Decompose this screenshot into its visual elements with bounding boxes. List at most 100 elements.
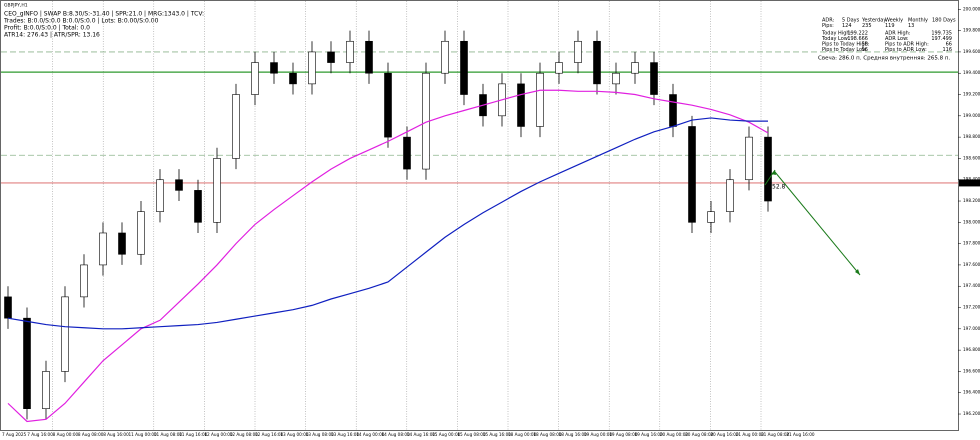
candle-body: [4, 296, 12, 319]
candle-body: [726, 179, 734, 212]
candle-body: [213, 158, 221, 223]
y-tick-label: 197.000: [963, 326, 980, 331]
y-tick-label: 200.000: [963, 6, 980, 11]
x-tick-label: 15 Aug 00:00: [432, 432, 461, 437]
x-tick-label: 14 Aug 00:00: [356, 432, 385, 437]
x-tick-label: 20 Aug 08:00: [685, 432, 714, 437]
info-cell: 197.499: [931, 36, 952, 42]
x-tick-label: 11 Aug 16:00: [179, 432, 208, 437]
header-line: Profit: B:0.0/S:0.0 | Total: 0.0: [4, 25, 90, 32]
candle-body: [308, 51, 316, 85]
info-cell: ADR:: [822, 18, 835, 24]
candle-body: [80, 264, 88, 298]
y-tick-label: 197.600: [963, 262, 980, 267]
candle-body: [403, 136, 411, 170]
info-cell: 199.735: [931, 31, 952, 37]
candle-body: [23, 317, 31, 409]
candle-body: [707, 211, 715, 223]
info-cell: 198.666: [847, 36, 868, 42]
x-tick-label: 8 Aug 16:00: [103, 432, 129, 437]
x-tick-label: 12 Aug 08:00: [230, 432, 259, 437]
info-cell: 119: [885, 23, 895, 29]
info-cell: 58: [862, 42, 868, 48]
x-tick-label: 8 Aug 08:00: [78, 432, 104, 437]
candle-body: [251, 62, 259, 95]
candle-body: [99, 232, 107, 266]
candle-body: [365, 40, 373, 74]
candle-body: [194, 190, 202, 223]
x-tick-label: 19 Aug 08:00: [609, 432, 638, 437]
candle-body: [42, 371, 50, 409]
x-tick-label: 13 Aug 08:00: [306, 432, 335, 437]
plot-frame: [0, 0, 959, 431]
info-cell: 116: [942, 47, 952, 53]
y-tick-label: 198.800: [963, 134, 980, 139]
x-tick-label: 21 Aug 00:00: [736, 432, 765, 437]
info-cell: Weekly: [885, 18, 903, 24]
candle-body: [612, 72, 620, 85]
info-cell: Pips to ADR High:: [885, 42, 929, 48]
candle-body: [441, 40, 449, 74]
x-tick-label: 14 Aug 08:00: [382, 432, 411, 437]
candle-body: [460, 40, 468, 95]
candle-body: [593, 40, 601, 85]
y-tick-label: 196.600: [963, 368, 980, 373]
x-tick-label: 12 Aug 00:00: [204, 432, 233, 437]
y-tick-label: 197.200: [963, 305, 980, 310]
x-tick-label: 11 Aug 00:00: [129, 432, 158, 437]
x-tick-label: 13 Aug 00:00: [280, 432, 309, 437]
candle-body: [650, 62, 658, 95]
header-line: Trades: B:0.0/S:0.0 B:0.0/S:0.0 | Lots: …: [3, 18, 159, 25]
info-cell: Pips to ADR Low:: [885, 47, 927, 53]
info-cell: ADR High:: [885, 31, 911, 37]
x-tick-label: 21 Aug 08:00: [761, 432, 790, 437]
candle-body: [61, 296, 69, 372]
info-cell: 56: [862, 47, 868, 53]
x-tick-label: 20 Aug 16:00: [710, 432, 739, 437]
candle-body: [175, 179, 183, 191]
info-cell: 180 Days: [932, 18, 956, 24]
info-cell: Pips to Today Low:: [822, 47, 868, 53]
candle-body: [118, 232, 126, 255]
candle-body: [270, 62, 278, 74]
info-cell: 124: [842, 23, 852, 29]
info-cell: 66: [946, 42, 952, 48]
header-line: CEO_gINFO | SWAP B:8.30/S:-31.40 | SPR:2…: [4, 11, 204, 18]
x-tick-label: 8 Aug 00:00: [53, 432, 79, 437]
x-tick-label: 19 Aug 16:00: [635, 432, 664, 437]
y-tick-label: 199.200: [963, 92, 980, 97]
candle-body: [574, 40, 582, 63]
x-tick-label: 15 Aug 16:00: [483, 432, 512, 437]
y-tick-label: 199.600: [963, 49, 980, 54]
x-tick-label: 18 Aug 16:00: [559, 432, 588, 437]
y-tick-label: 199.000: [963, 113, 980, 118]
candle-body: [764, 136, 772, 202]
info-cell: Today High:: [821, 31, 852, 37]
header-line: ATR14: 276.43 | ATR/SPR: 13.16: [4, 32, 100, 39]
y-tick-label: 198.600: [963, 155, 980, 160]
x-tick-label: 13 Aug 16:00: [331, 432, 360, 437]
info-panel: [818, 16, 958, 62]
y-tick-label: 198.200: [963, 198, 980, 203]
x-tick-label: 18 Aug 00:00: [508, 432, 537, 437]
candle-body: [669, 94, 677, 127]
info-cell: Monthly: [908, 18, 928, 24]
candle-body: [517, 83, 525, 127]
moving-average: [7, 89, 769, 423]
x-tick-label: 14 Aug 16:00: [407, 432, 436, 437]
x-tick-label: 15 Aug 08:00: [457, 432, 486, 437]
candle-body: [688, 126, 696, 223]
projection-arrow: [774, 171, 861, 276]
candle-body: [555, 62, 563, 74]
candle-body: [327, 51, 335, 63]
y-tick-label: 198.400: [963, 177, 980, 182]
x-tick-label: 12 Aug 16:00: [255, 432, 284, 437]
price-tag-label: 198.370: [961, 180, 980, 186]
y-tick-label: 199.400: [963, 70, 980, 75]
x-tick-label: 21 Aug 16:00: [786, 432, 815, 437]
candle-body: [384, 72, 392, 138]
arrow-label: 52.8: [772, 184, 786, 191]
